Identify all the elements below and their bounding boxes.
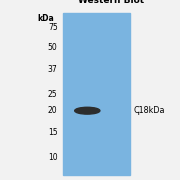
Ellipse shape <box>75 107 100 114</box>
Bar <box>63 13 130 175</box>
Text: Western Blot: Western Blot <box>78 0 144 5</box>
Text: kDa: kDa <box>37 14 54 23</box>
Text: 10: 10 <box>48 153 58 162</box>
Text: 75: 75 <box>48 23 58 32</box>
Text: 20: 20 <box>48 106 58 115</box>
Text: 50: 50 <box>48 43 58 52</box>
Text: 15: 15 <box>48 128 58 137</box>
Text: ↅ18kDa: ↅ18kDa <box>133 106 165 115</box>
Text: 25: 25 <box>48 90 58 99</box>
Text: 37: 37 <box>48 65 58 74</box>
